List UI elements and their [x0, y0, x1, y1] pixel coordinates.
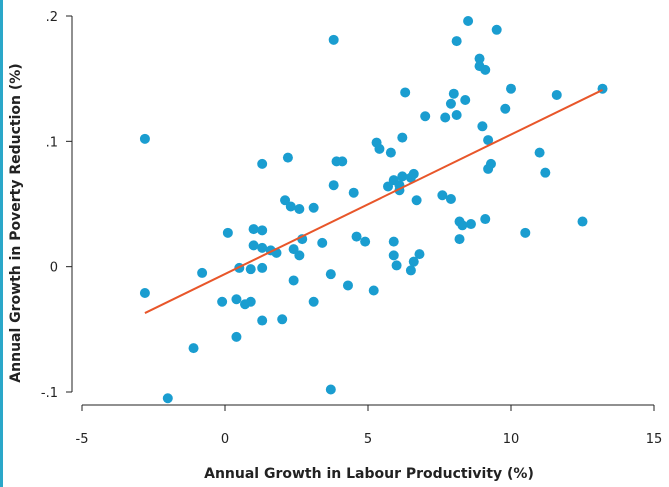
scatter-point: [217, 296, 228, 307]
scatter-point: [388, 250, 399, 261]
y-axis-ticks: -.1 0 .1 .2: [41, 10, 72, 401]
scatter-point: [454, 234, 465, 245]
scatter-point: [397, 171, 408, 182]
x-tick-label: -5: [76, 432, 89, 447]
scatter-point: [368, 285, 379, 296]
y-tick-label: .2: [46, 10, 58, 25]
scatter-point: [248, 224, 259, 235]
y-axis-title: Annual Growth in Poverty Reduction (%): [8, 63, 24, 382]
y-tick-label: -.1: [41, 386, 58, 401]
scatter-point: [257, 158, 268, 169]
x-tick-label: 10: [503, 432, 520, 447]
scatter-point: [448, 88, 459, 99]
scatter-point: [411, 195, 422, 206]
scatter-point: [474, 53, 485, 64]
scatter-point: [400, 87, 411, 98]
scatter-point: [437, 190, 448, 201]
scatter-point: [506, 83, 516, 94]
scatter-point: [414, 249, 425, 260]
scatter-point: [388, 236, 399, 247]
x-tick-label: 15: [646, 432, 663, 447]
x-tick-label: 5: [364, 432, 372, 447]
x-axis-title: Annual Growth in Labour Productivity (%): [204, 466, 534, 482]
scatter-point: [451, 36, 462, 47]
x-axis-ticks: -5 0 5 10 15: [76, 405, 663, 447]
scatter-point: [408, 256, 419, 267]
scatter-point: [197, 267, 208, 278]
scatter-point: [457, 220, 468, 231]
scatter-point: [337, 156, 348, 167]
x-tick-label: 0: [221, 432, 229, 447]
scatter-point: [540, 167, 551, 178]
scatter-point: [257, 242, 268, 253]
scatter-point: [520, 227, 531, 238]
scatter-point: [465, 219, 476, 230]
scatter-point: [328, 34, 339, 45]
scatter-point: [360, 236, 371, 247]
data-points: [139, 16, 608, 404]
scatter-point: [477, 121, 488, 132]
scatter-point: [245, 264, 256, 275]
scatter-point: [245, 296, 256, 307]
scatter-point: [480, 64, 491, 75]
scatter-point: [577, 216, 588, 227]
scatter-point: [231, 294, 242, 305]
scatter-point: [317, 237, 328, 248]
scatter-point: [308, 202, 319, 213]
scatter-point: [491, 24, 502, 35]
scatter-point: [139, 133, 150, 144]
scatter-point: [282, 152, 293, 163]
scatter-point: [248, 240, 259, 251]
scatter-point: [405, 265, 416, 276]
scatter-point: [440, 112, 451, 123]
scatter-point: [391, 260, 402, 271]
scatter-point: [162, 393, 173, 404]
scatter-point: [294, 250, 305, 261]
scatter-point: [445, 193, 456, 204]
scatter-point: [485, 158, 496, 169]
left-frame-border: [0, 0, 3, 487]
scatter-point: [451, 110, 462, 121]
scatter-point: [348, 187, 359, 198]
scatter-point: [385, 147, 396, 158]
scatter-point: [408, 168, 419, 179]
scatter-point: [294, 204, 305, 215]
scatter-point: [342, 280, 353, 291]
scatter-point: [277, 314, 288, 325]
scatter-point: [257, 262, 268, 273]
scatter-point: [534, 147, 545, 158]
scatter-point: [445, 98, 456, 109]
scatter-point: [308, 296, 319, 307]
scatter-point: [328, 180, 339, 191]
scatter-point: [463, 16, 474, 27]
y-tick-label: .1: [46, 135, 58, 150]
axes: -5 0 5 10 15 -.1 0 .1 .2: [41, 10, 662, 447]
scatter-point: [257, 225, 268, 236]
scatter-point: [374, 143, 385, 154]
scatter-point: [325, 384, 336, 395]
scatter-point: [257, 315, 268, 326]
scatter-point: [483, 135, 494, 146]
trend-line: [144, 89, 603, 314]
scatter-point: [222, 227, 233, 238]
scatter-point: [288, 275, 299, 286]
scatter-point: [231, 331, 242, 342]
scatter-point: [188, 343, 199, 354]
scatter-point: [139, 287, 150, 298]
scatter-point: [285, 201, 296, 212]
scatter-point: [480, 214, 491, 225]
scatter-point: [325, 269, 336, 280]
scatter-point: [551, 89, 562, 100]
scatter-point: [460, 94, 471, 105]
scatter-point: [420, 111, 431, 122]
scatter-point: [351, 231, 362, 242]
scatter-point: [397, 132, 408, 143]
y-tick-label: 0: [50, 261, 58, 276]
scatter-point: [500, 103, 511, 114]
